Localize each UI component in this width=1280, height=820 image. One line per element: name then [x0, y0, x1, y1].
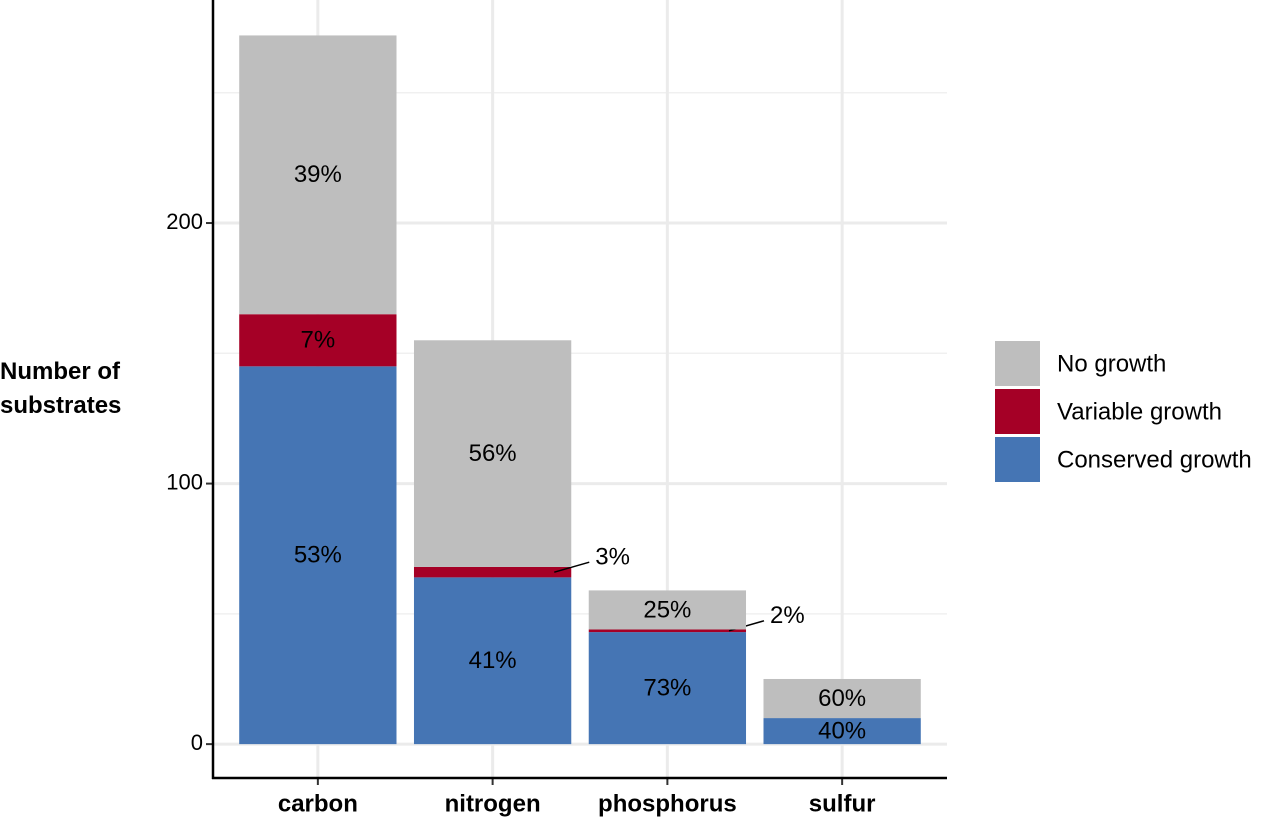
bar-segment	[413, 566, 572, 578]
y-tick-label: 200	[166, 209, 203, 234]
bar-segment	[763, 678, 921, 719]
callout-line	[554, 561, 590, 573]
legend-label: No growth	[1057, 350, 1166, 377]
share-label: 53%	[294, 542, 342, 569]
y-axis-label: Number of substrates	[0, 358, 121, 419]
share-label: 7%	[301, 327, 336, 354]
x-tick-label: phosphorus	[598, 790, 737, 817]
bar-segment	[413, 577, 572, 745]
share-label: 2%	[770, 602, 805, 629]
bar-segment	[588, 632, 747, 745]
bar-segment	[588, 590, 747, 630]
legend-key	[995, 389, 1040, 434]
legend-key	[995, 341, 1040, 386]
x-tick-label: sulfur	[809, 790, 876, 817]
share-label: 60%	[818, 685, 866, 712]
share-label: 3%	[595, 544, 630, 571]
legend-label: Conserved growth	[1057, 446, 1252, 473]
share-label: 40%	[818, 717, 866, 744]
y-tick-label: 0	[191, 730, 203, 755]
bar-segment	[763, 718, 921, 745]
bar-segment	[239, 314, 397, 367]
bar-segment	[588, 629, 747, 633]
legend-label: Variable growth	[1057, 398, 1222, 425]
share-label: 25%	[643, 596, 691, 623]
share-label: 56%	[469, 440, 517, 467]
y-tick-label: 100	[166, 469, 203, 494]
x-tick-label: carbon	[278, 790, 358, 817]
share-label: 41%	[469, 647, 517, 674]
x-tick-label: nitrogen	[445, 790, 541, 817]
bar-segment	[413, 340, 572, 567]
share-label: 39%	[294, 161, 342, 188]
share-label: 73%	[643, 674, 691, 701]
bar-segment	[239, 35, 397, 315]
legend-key	[995, 437, 1040, 482]
bar-segment	[239, 366, 397, 745]
